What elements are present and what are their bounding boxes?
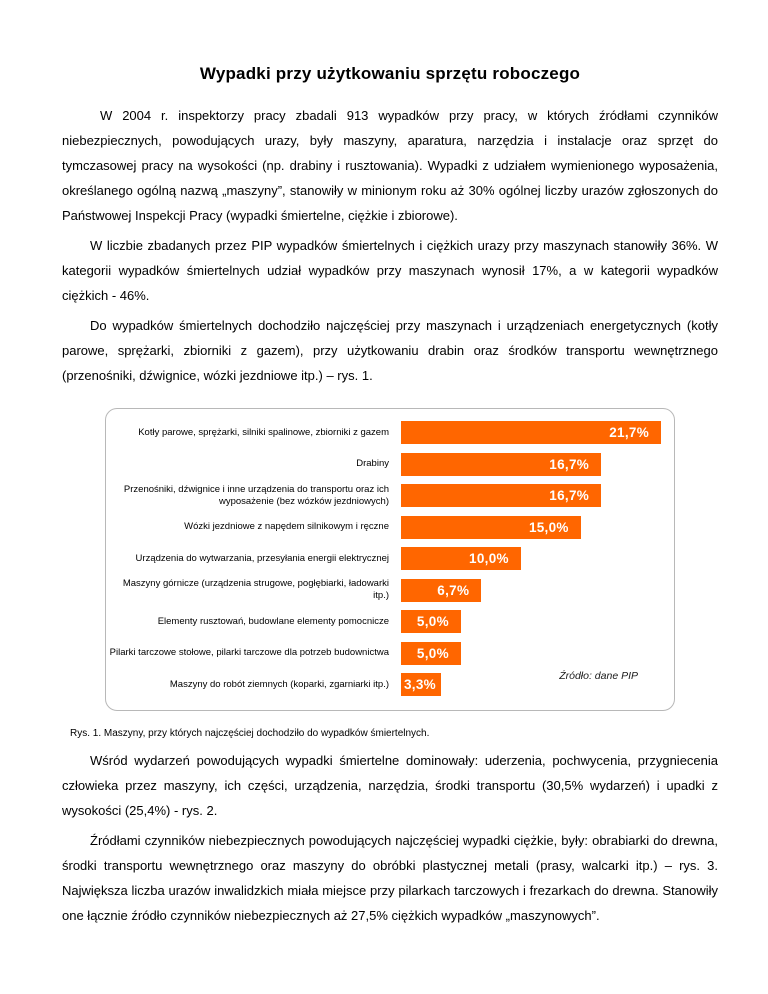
chart-bar-area: 5,0% [401, 638, 674, 670]
paragraph-4: Wśród wydarzeń powodujących wypadki śmie… [62, 753, 718, 818]
chart-category-label: Urządzenia do wytwarzania, przesyłania e… [135, 552, 389, 564]
figure-1-caption: Rys. 1. Maszyny, przy których najczęście… [70, 728, 430, 739]
paragraph-5: Źródłami czynników niebezpiecznych powod… [62, 833, 718, 923]
chart-category-label: Drabiny [356, 458, 389, 470]
chart-bar: 5,0% [401, 610, 461, 634]
chart-row: Wózki jezdniowe z napędem silnikowym i r… [106, 512, 674, 544]
chart-bar-area: 3,3% [401, 669, 674, 701]
chart-category-label: Przenośniki, dźwignice i inne urządzenia… [123, 483, 389, 507]
chart-bar: 3,3% [401, 673, 441, 697]
paragraph-2: W liczbie zbadanych przez PIP wypadków ś… [62, 238, 718, 303]
chart-bar: 21,7% [401, 421, 661, 445]
chart-source-note: Źródło: dane PIP [559, 670, 638, 682]
chart-bar-value-label: 5,0% [416, 645, 449, 661]
chart-category-label: Pilarki tarczowe stołowe, pilarki tarczo… [109, 647, 389, 659]
chart-category-label: Maszyny górnicze (urządzenia strugowe, p… [122, 578, 389, 602]
chart-bar-value-label: 16,7% [549, 456, 590, 472]
chart-bar: 16,7% [401, 452, 602, 476]
chart-row: Maszyny do robót ziemnych (koparki, zgar… [106, 669, 674, 701]
chart-row: Kotły parowe, sprężarki, silniki spalino… [106, 417, 674, 449]
chart-row: Urządzenia do wytwarzania, przesyłania e… [106, 543, 674, 575]
chart-category-label: Wózki jezdniowe z napędem silnikowym i r… [184, 521, 389, 533]
chart-bar-value-label: 5,0% [416, 614, 449, 630]
chart-bar-value-label: 21,7% [609, 425, 649, 441]
chart-bar-area: 10,0% [401, 543, 674, 575]
chart-category-label: Maszyny do robót ziemnych (koparki, zgar… [169, 678, 389, 690]
figure-1-bar-chart: Kotły parowe, sprężarki, silniki spalino… [105, 408, 675, 711]
chart-bar: 16,7% [401, 484, 602, 508]
chart-bar-area: 21,7% [401, 417, 674, 449]
chart-bar-value-label: 6,7% [437, 582, 470, 598]
chart-bar-area: 15,0% [401, 512, 674, 544]
chart-row: Przenośniki, dźwignice i inne urządzenia… [106, 480, 674, 512]
page-title: Wypadki przy użytkowaniu sprzętu robocze… [199, 64, 581, 83]
chart-bar: 10,0% [401, 547, 521, 571]
chart-bar-area: 16,7% [401, 480, 674, 512]
paragraph-1: W 2004 r. inspektorzy pracy zbadali 913 … [62, 108, 718, 223]
chart-bar-value-label: 10,0% [469, 551, 509, 567]
chart-category-label: Kotły parowe, sprężarki, silniki spalino… [138, 426, 389, 438]
chart-row: Drabiny 16,7% [106, 449, 674, 481]
chart-bar: 6,7% [401, 578, 482, 602]
chart-rows: Kotły parowe, sprężarki, silniki spalino… [106, 417, 674, 701]
chart-row: Elementy rusztowań, budowlane elementy p… [106, 606, 674, 638]
chart-bar-area: 6,7% [401, 575, 674, 607]
chart-bar: 5,0% [401, 641, 461, 665]
chart-bar-value-label: 16,7% [549, 488, 590, 504]
chart-row: Maszyny górnicze (urządzenia strugowe, p… [106, 575, 674, 607]
chart-row: Pilarki tarczowe stołowe, pilarki tarczo… [106, 638, 674, 670]
chart-bar-value-label: 3,3% [404, 677, 436, 693]
chart-bar-area: 5,0% [401, 606, 674, 638]
chart-bar-value-label: 15,0% [528, 519, 569, 535]
chart-category-label: Elementy rusztowań, budowlane elementy p… [157, 615, 389, 627]
chart-bar-area: 16,7% [401, 449, 674, 481]
paragraph-3: Do wypadków śmiertelnych dochodziło najc… [62, 318, 718, 383]
chart-bar: 15,0% [401, 515, 581, 539]
